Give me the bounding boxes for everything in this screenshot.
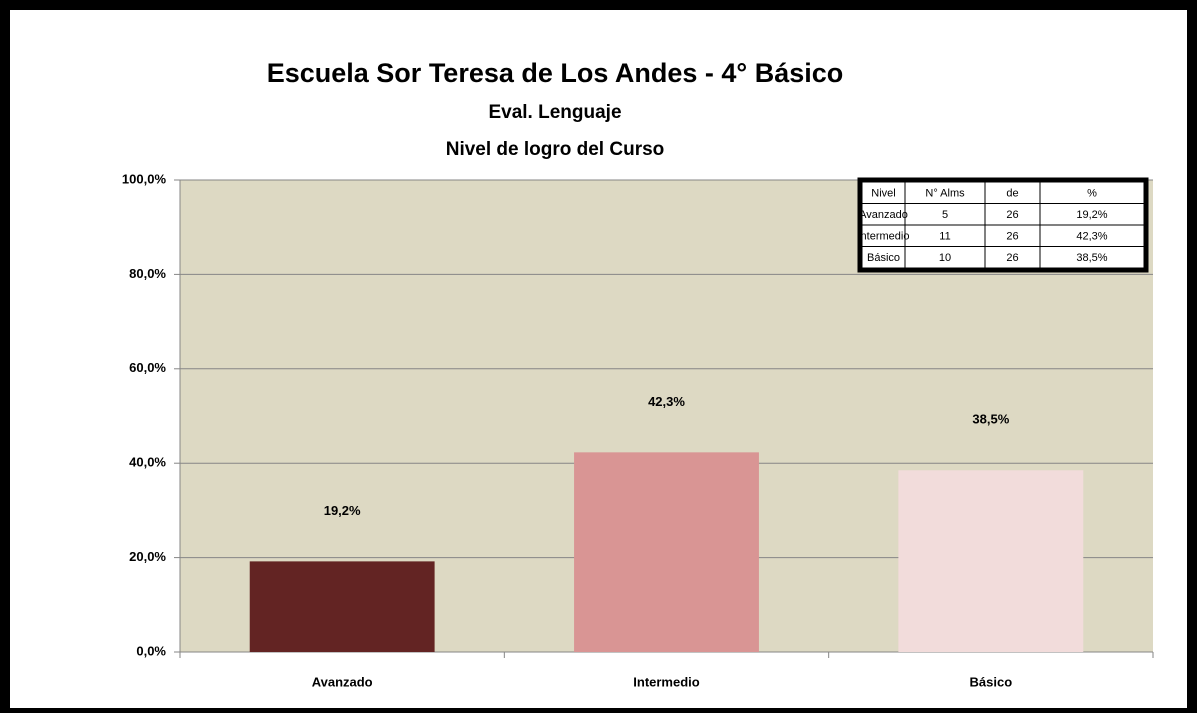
data-label: 19,2%	[324, 503, 361, 518]
chart-subtitle: Eval. Lenguaje	[488, 102, 621, 123]
bar	[574, 452, 759, 652]
bar	[898, 470, 1084, 652]
x-tick-label: Avanzado	[312, 674, 373, 689]
table-cell-text: 19,2%	[1076, 209, 1107, 221]
chart-subtitle: Nivel de logro del Curso	[446, 139, 665, 160]
x-tick-label: Básico	[970, 674, 1013, 689]
table-cell-text: 10	[939, 252, 951, 264]
table-cell-text: Avanzado	[859, 209, 908, 221]
table-border	[857, 177, 1149, 273]
y-tick-label: 80,0%	[129, 266, 166, 281]
table-cell-text: N° Alms	[925, 188, 965, 200]
y-tick-label: 0,0%	[136, 643, 166, 658]
table-cell-text: de	[1006, 188, 1018, 200]
table-cell-text: 38,5%	[1076, 252, 1107, 264]
table-cell-text: Intermedio	[858, 231, 910, 243]
y-tick-label: 60,0%	[129, 360, 166, 375]
table-cell-text: 11	[939, 231, 950, 243]
table-cell-text: 26	[1006, 209, 1018, 221]
table-cell-text: 26	[1006, 252, 1018, 264]
data-label: 38,5%	[972, 412, 1009, 427]
chart-title: Escuela Sor Teresa de Los Andes - 4° Bás…	[267, 58, 844, 88]
y-tick-label: 20,0%	[129, 549, 166, 564]
data-label: 42,3%	[648, 394, 685, 409]
table-cell-text: 5	[942, 209, 948, 221]
table-cell-text: Nivel	[871, 188, 895, 200]
table-cell-text: %	[1087, 188, 1097, 200]
table-cell-text: Básico	[867, 252, 900, 264]
table-cell-text: 42,3%	[1076, 231, 1107, 243]
y-tick-label: 40,0%	[129, 455, 166, 470]
bar	[249, 561, 435, 652]
x-tick-label: Intermedio	[633, 674, 700, 689]
table-cell-text: 26	[1006, 231, 1018, 243]
y-tick-label: 100,0%	[122, 171, 167, 186]
